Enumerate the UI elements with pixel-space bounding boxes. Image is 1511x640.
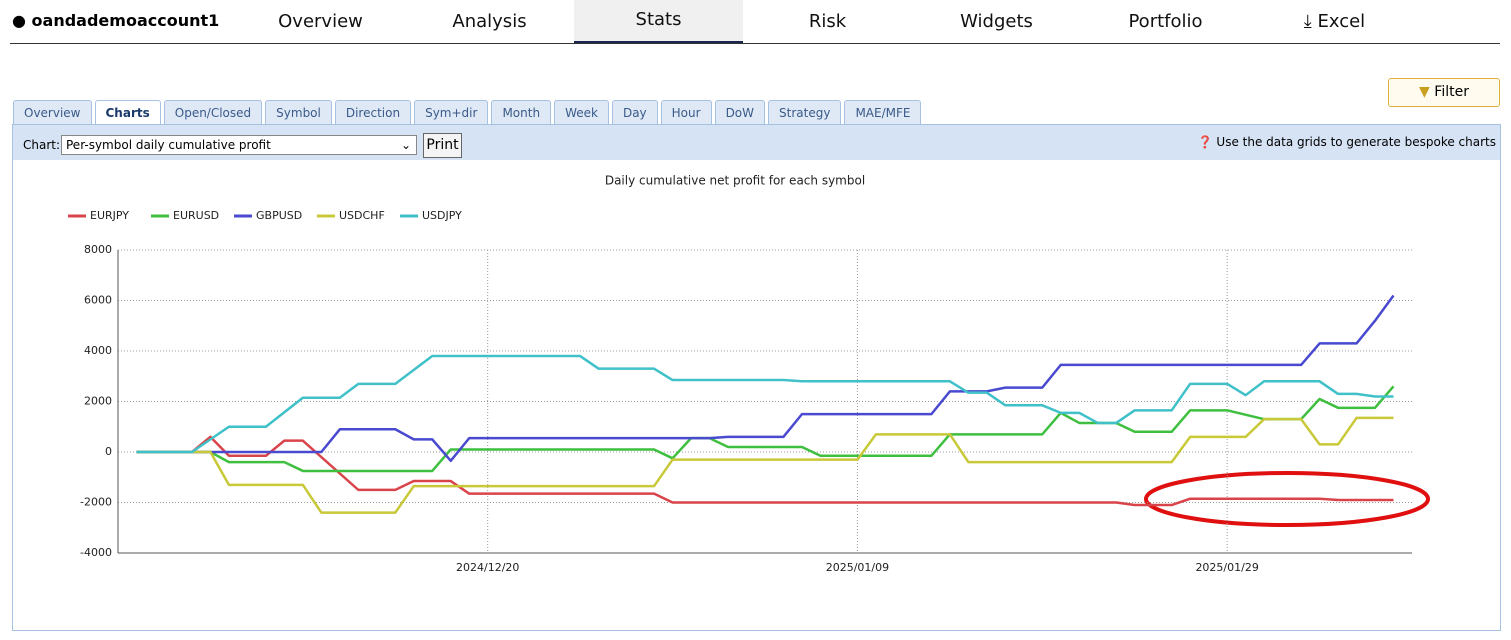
tab[interactable]: Direction — [334, 100, 412, 125]
user-icon: ● — [12, 11, 26, 30]
download-icon: ⤓ — [1303, 11, 1312, 32]
nav-item[interactable]: ⤓ Excel — [1250, 0, 1419, 42]
tab[interactable]: Sym+dir — [414, 100, 489, 125]
print-button[interactable]: Print — [423, 133, 462, 158]
nav-item[interactable]: Stats — [574, 0, 743, 43]
tab[interactable]: MAE/MFE — [844, 100, 922, 125]
tab[interactable]: Day — [611, 100, 658, 125]
filter-button[interactable]: ▼ Filter — [1388, 78, 1500, 107]
annotation-ellipse — [1144, 471, 1430, 527]
series-line — [136, 435, 1394, 507]
nav-item[interactable]: Analysis — [452, 11, 527, 32]
nav-label: Excel — [1317, 11, 1366, 32]
hint: ❓ Use the data grids to generate bespoke… — [1198, 135, 1496, 149]
y-tick-label: 2000 — [84, 395, 112, 408]
nav: Overview Analysis Stats Risk Widgets Por… — [236, 0, 1419, 43]
tab[interactable]: Open/Closed — [163, 100, 263, 125]
x-tick-label: 2025/01/09 — [826, 561, 889, 574]
filter-icon: ▼ — [1419, 84, 1430, 100]
y-tick-label: -2000 — [80, 496, 112, 509]
y-tick-label: 6000 — [84, 294, 112, 307]
nav-item[interactable]: Risk — [808, 11, 847, 32]
nav-item[interactable]: Overview — [278, 11, 363, 32]
hint-text: Use the data grids to generate bespoke c… — [1216, 135, 1496, 149]
legend-label: USDCHF — [339, 209, 385, 222]
top-bar: ● oandademoaccount1 Overview Analysis St… — [10, 0, 1500, 44]
y-tick-label: 0 — [105, 445, 112, 458]
nav-item[interactable]: Portfolio — [1128, 11, 1203, 32]
user-name: oandademoaccount1 — [31, 11, 220, 30]
tab[interactable]: Month — [491, 100, 552, 125]
tab[interactable]: Charts — [94, 100, 161, 126]
panel: Chart: Per-symbol daily cumulative profi… — [12, 124, 1501, 631]
hint-icon: ❓ — [1197, 135, 1213, 149]
chart-label: Chart: — [23, 138, 61, 152]
tab[interactable]: Symbol — [265, 100, 332, 125]
filter-label: Filter — [1434, 84, 1469, 100]
tabs: Overview Charts Open/Closed Symbol Direction… — [13, 100, 922, 126]
tab[interactable]: Week — [554, 100, 609, 125]
tab[interactable]: Hour — [660, 100, 712, 125]
tab[interactable]: Overview — [13, 100, 92, 125]
select-value: Per-symbol daily cumulative profit — [66, 138, 271, 152]
y-tick-label: 4000 — [84, 344, 112, 357]
chart-title: Daily cumulative net profit for each sym… — [605, 174, 865, 188]
legend-label: EURUSD — [173, 209, 219, 222]
legend-label: EURJPY — [90, 209, 129, 222]
series-line — [136, 354, 1394, 454]
series-line — [136, 416, 1394, 514]
y-tick-label: -4000 — [80, 546, 112, 559]
y-tick-label: 8000 — [84, 243, 112, 256]
tab[interactable]: Strategy — [768, 100, 842, 125]
legend-label: GBPUSD — [256, 209, 302, 222]
series-line — [136, 385, 1395, 473]
caret: ⌄ — [400, 138, 411, 152]
tab[interactable]: DoW — [714, 100, 766, 125]
legend-label: USDJPY — [422, 209, 462, 222]
x-tick-label: 2024/12/20 — [456, 561, 519, 574]
toolbar: Chart: Per-symbol daily cumulative profi… — [13, 125, 1500, 160]
user: ● oandademoaccount1 — [12, 11, 219, 30]
nav-item[interactable]: Widgets — [960, 11, 1033, 32]
x-tick-label: 2025/01/29 — [1195, 561, 1258, 574]
series-line — [136, 294, 1395, 463]
chart-select[interactable]: Per-symbol daily cumulative profit ⌄ — [61, 135, 417, 155]
